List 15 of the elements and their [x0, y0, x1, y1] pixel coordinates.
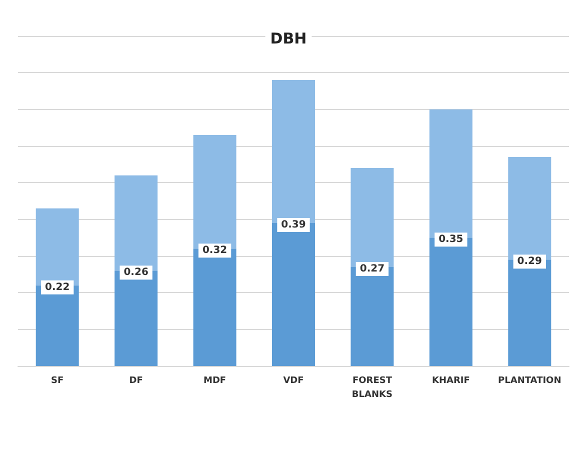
data-label: 0.35	[438, 234, 464, 246]
data-label: 0.32	[202, 245, 228, 256]
data-label: 0.39	[281, 220, 306, 230]
x-tick-label: DF	[129, 376, 143, 386]
x-tick-label: PLANTATION	[498, 376, 562, 386]
x-tick-label: KHARIF	[432, 376, 470, 386]
data-label: 0.27	[360, 264, 385, 274]
x-tick-label: MDF	[203, 376, 226, 386]
x-tick-label: SF	[51, 376, 64, 386]
data-label: 0.26	[124, 267, 148, 278]
x-tick-label: FOREST BLANKS	[352, 376, 393, 400]
data-label: 0.22	[45, 282, 70, 293]
x-tick-label: VDF	[283, 376, 304, 386]
data-label: 0.29	[517, 256, 542, 268]
chart-title: DBH	[270, 30, 307, 48]
